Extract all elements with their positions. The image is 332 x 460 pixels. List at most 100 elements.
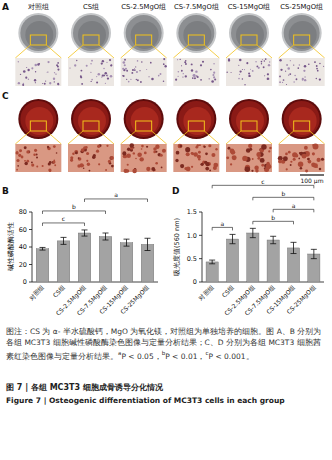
caption-note-mark: c bbox=[205, 350, 208, 356]
micrograph-texture bbox=[86, 160, 88, 162]
micrograph-texture bbox=[36, 157, 38, 159]
micrograph-texture bbox=[83, 167, 85, 169]
micrograph-texture bbox=[211, 80, 214, 83]
micrograph-texture bbox=[175, 79, 177, 81]
micrograph-texture bbox=[140, 81, 142, 83]
zoom-line bbox=[46, 131, 61, 144]
micrograph-texture bbox=[34, 79, 36, 81]
well bbox=[126, 15, 162, 51]
micrograph-texture bbox=[249, 148, 252, 151]
well bbox=[73, 15, 109, 51]
well-rim bbox=[176, 99, 216, 139]
micrograph-texture bbox=[70, 68, 71, 69]
micrograph-texture bbox=[25, 77, 27, 79]
photo-column bbox=[121, 99, 167, 173]
y-axis bbox=[202, 212, 203, 282]
micrograph-texture bbox=[231, 72, 232, 73]
micrograph-texture bbox=[56, 64, 58, 66]
micrograph-texture bbox=[146, 146, 148, 148]
micrograph-texture bbox=[91, 81, 92, 82]
bar bbox=[267, 240, 279, 282]
micrograph-texture bbox=[227, 147, 230, 150]
micrograph-texture bbox=[181, 65, 182, 66]
y-tick bbox=[29, 264, 32, 265]
y-tick bbox=[29, 212, 32, 213]
well-stain bbox=[131, 107, 159, 135]
micrograph-texture bbox=[313, 163, 318, 168]
micrograph-texture bbox=[213, 72, 215, 74]
micrograph-texture bbox=[285, 153, 288, 156]
well-stain bbox=[289, 107, 317, 135]
micrograph-texture bbox=[151, 78, 154, 81]
micrograph-texture bbox=[153, 147, 157, 151]
micrograph-texture bbox=[148, 76, 149, 77]
micrograph-texture bbox=[101, 76, 102, 77]
micrograph-texture bbox=[296, 78, 298, 80]
micrograph-texture bbox=[26, 150, 29, 153]
micrograph-texture bbox=[141, 61, 143, 63]
micrograph-texture bbox=[198, 158, 201, 161]
micrograph-texture bbox=[213, 63, 215, 65]
column-label: CS-15MgO组 bbox=[228, 3, 271, 11]
micrograph-texture bbox=[132, 69, 134, 71]
x-axis bbox=[202, 282, 324, 283]
micrograph-texture bbox=[211, 153, 215, 157]
caption: 图注：CS 为 α- 半水硫酸钙，MgO 为氧化镁，对照组为单独培养的细胞。图 … bbox=[6, 326, 326, 362]
micrograph bbox=[15, 144, 61, 172]
zoom-line bbox=[68, 131, 83, 144]
bar bbox=[247, 233, 259, 282]
micrograph-texture bbox=[48, 168, 51, 171]
micrograph-texture bbox=[302, 154, 307, 159]
micrograph-texture bbox=[150, 62, 152, 64]
micrograph-texture bbox=[17, 165, 19, 167]
micrograph-texture bbox=[297, 67, 299, 69]
micrograph-texture bbox=[263, 66, 265, 68]
micrograph-texture bbox=[47, 146, 49, 148]
micrograph-texture bbox=[136, 71, 138, 73]
error-bar bbox=[40, 247, 46, 250]
micrograph-texture bbox=[80, 163, 84, 167]
column-label: CS-7.5MgO组 bbox=[174, 3, 219, 11]
micrograph-texture bbox=[209, 169, 211, 171]
well-stain bbox=[78, 21, 106, 49]
y-tick bbox=[29, 247, 32, 248]
error-bar bbox=[103, 233, 109, 240]
well-stain bbox=[236, 21, 264, 49]
micrograph-texture bbox=[226, 156, 229, 159]
micrograph-texture bbox=[44, 83, 46, 85]
micrograph-texture bbox=[316, 68, 318, 70]
micrograph-texture bbox=[197, 144, 200, 147]
photo-column bbox=[173, 99, 219, 172]
micrograph-texture bbox=[312, 152, 315, 155]
micrograph-texture bbox=[293, 64, 294, 65]
y-tick bbox=[29, 282, 32, 283]
caption-note-text: P < 0.01， bbox=[165, 352, 205, 361]
micrograph-texture bbox=[313, 144, 319, 150]
well bbox=[231, 101, 267, 137]
x-axis bbox=[32, 282, 158, 283]
micrograph-texture bbox=[191, 63, 193, 65]
micrograph-texture bbox=[78, 157, 80, 159]
micrograph-texture bbox=[304, 146, 308, 150]
micrograph-texture bbox=[290, 161, 292, 163]
micrograph-texture bbox=[24, 146, 27, 149]
micrograph-texture bbox=[192, 77, 194, 79]
micrograph-texture bbox=[288, 151, 291, 154]
error-bar bbox=[61, 237, 67, 244]
micrograph-texture bbox=[191, 166, 193, 168]
micrograph-texture bbox=[244, 84, 245, 85]
well bbox=[178, 101, 214, 137]
micrograph-texture bbox=[252, 70, 254, 72]
bar bbox=[120, 243, 133, 282]
micrograph-texture bbox=[176, 151, 180, 155]
micrograph-texture bbox=[105, 169, 107, 171]
micrograph bbox=[226, 58, 272, 86]
micrograph-texture bbox=[103, 68, 105, 70]
micrograph bbox=[279, 58, 325, 86]
micrograph-texture bbox=[33, 153, 35, 155]
micrograph-texture bbox=[298, 158, 300, 160]
micrograph-texture bbox=[130, 143, 135, 148]
significance-label: b bbox=[72, 203, 76, 210]
micrograph-texture bbox=[151, 167, 155, 171]
well bbox=[231, 15, 267, 51]
